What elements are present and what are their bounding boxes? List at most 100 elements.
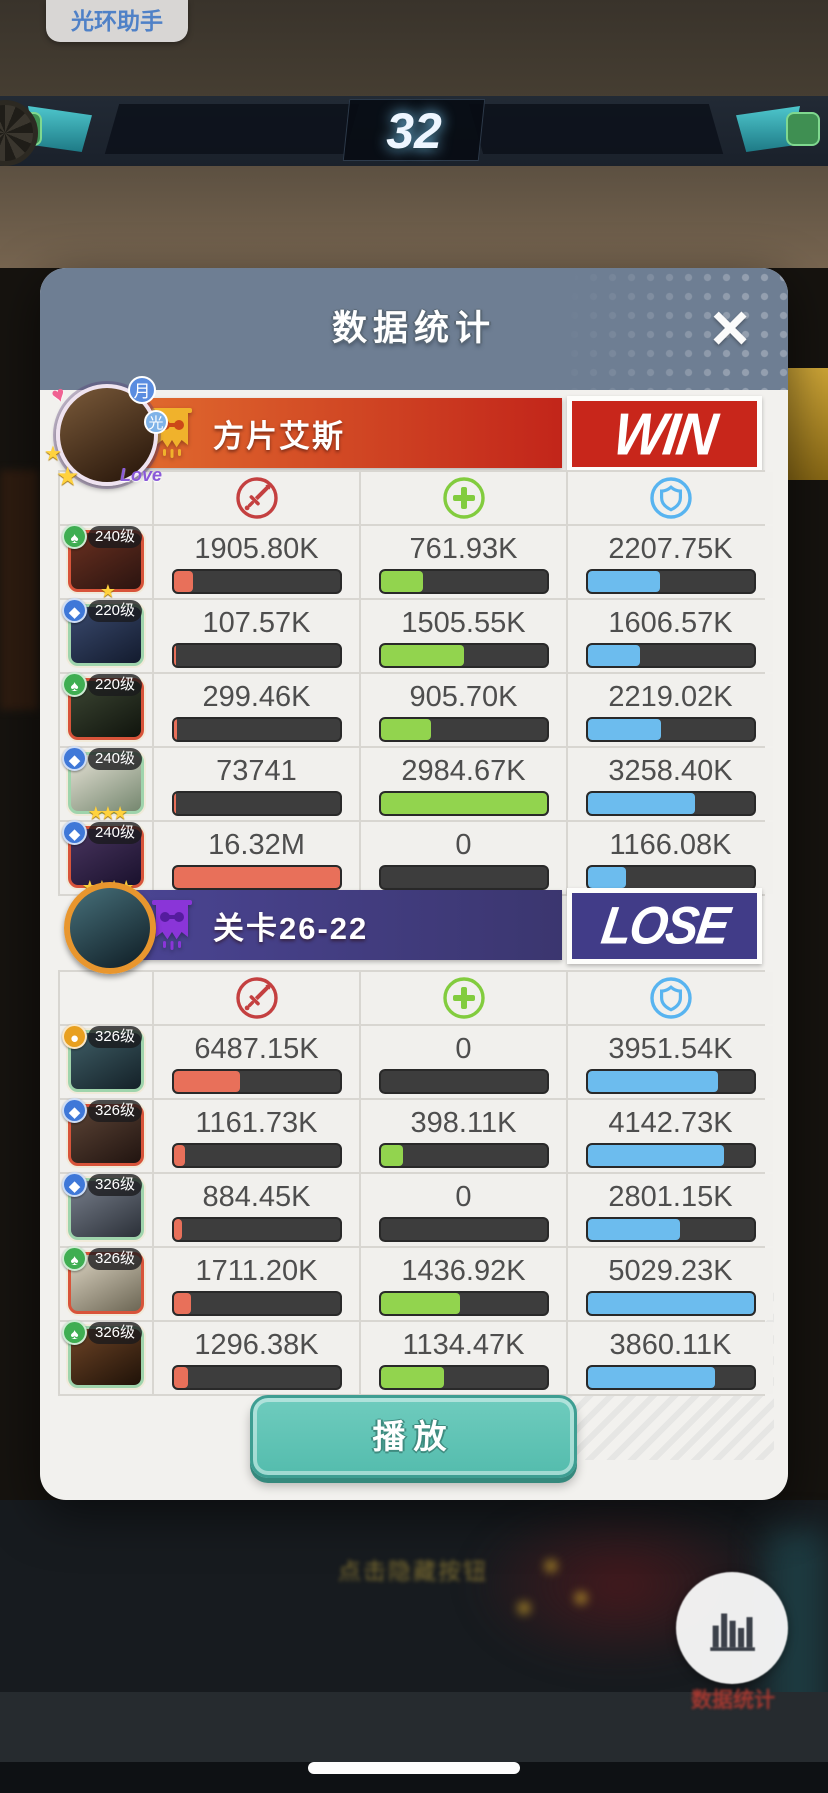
- unit-stars: ★: [99, 581, 116, 601]
- stat-bar: [585, 865, 756, 890]
- shield-icon: [649, 977, 692, 1019]
- background-light-speck: [575, 1592, 587, 1604]
- stat-bar: [585, 1291, 756, 1316]
- shield-stat-cell: 3951.54K: [568, 1026, 773, 1098]
- halftone-pattern: [508, 268, 788, 390]
- stat-bar: [378, 865, 549, 890]
- team-name: 方片艾斯: [213, 418, 345, 454]
- stat-bar-fill: [173, 1071, 240, 1092]
- stat-bar-fill: [380, 719, 431, 740]
- close-icon[interactable]: ×: [710, 290, 750, 364]
- unit-level-badge: 326级: [88, 1026, 143, 1048]
- stat-bar-fill: [587, 1219, 680, 1240]
- stat-value: 299.46K: [202, 681, 311, 713]
- heal-column-header: [361, 972, 566, 1024]
- stat-bar-fill: [173, 719, 178, 740]
- stat-bar-fill: [587, 719, 661, 740]
- stat-bar-fill: [173, 645, 177, 666]
- stat-value: 4142.73K: [608, 1107, 733, 1139]
- stat-bar: [171, 1291, 342, 1316]
- faction-badge-icon: ♠: [62, 672, 87, 697]
- stat-bar-fill: [587, 1367, 715, 1388]
- battle-result-badge: WIN: [567, 396, 762, 472]
- battle-result-inner: WIN: [572, 401, 757, 467]
- background-light-speck: [545, 1560, 557, 1572]
- team-stats-table: ♠ 240级 ★ 1905.80K 761.93K 2207.75K ◆ 220…: [58, 470, 773, 897]
- background-bottom-band: [0, 1692, 828, 1762]
- unit-level-badge: 240级: [88, 748, 143, 770]
- stat-bar: [171, 717, 342, 742]
- stat-value: 2219.02K: [608, 681, 733, 713]
- battle-result-badge: LOSE: [567, 888, 762, 964]
- heal-icon: [442, 977, 485, 1019]
- damage-stat-cell: 1296.38K: [154, 1322, 359, 1394]
- unit-avatar-cell: ◆ 220级: [60, 598, 152, 672]
- play-button[interactable]: 播放: [250, 1395, 577, 1478]
- assistant-overlay-badge[interactable]: 光环助手: [46, 0, 188, 42]
- faction-badge-icon: ◆: [62, 746, 87, 771]
- avatar-sticker: Love: [119, 465, 162, 485]
- heal-stat-cell: 905.70K: [361, 674, 566, 746]
- faction-badge-icon: ●: [62, 1024, 87, 1049]
- stat-bar: [171, 1217, 342, 1242]
- stat-bar-fill: [380, 793, 547, 814]
- stat-bar-fill: [173, 571, 193, 592]
- team-stats-table: ● 326级 6487.15K 0 3951.54K ◆ 326级 1161.7…: [58, 970, 773, 1396]
- stat-value: 1606.57K: [608, 607, 733, 639]
- stat-value: 1905.80K: [194, 533, 319, 565]
- background-light-speck: [518, 1602, 530, 1614]
- stat-bar-fill: [587, 1071, 718, 1092]
- stat-bar: [171, 569, 342, 594]
- faction-badge-icon: ♠: [62, 1246, 87, 1271]
- team-leader-avatar: ♥ 月 光 Love ★ ★: [44, 376, 168, 491]
- stat-value: 0: [455, 1033, 472, 1065]
- stat-bar-fill: [173, 1145, 186, 1166]
- faction-badge-icon: ◆: [62, 820, 87, 845]
- star-sticker-icon: ★: [56, 461, 80, 491]
- faction-badge-icon: ◆: [62, 1172, 87, 1197]
- stat-bar-fill: [380, 571, 423, 592]
- stat-bar: [585, 791, 756, 816]
- team-banner: 方片艾斯: [135, 398, 562, 468]
- heal-icon: [442, 477, 485, 519]
- stat-value: 0: [455, 1181, 472, 1213]
- stat-value: 5029.23K: [608, 1255, 733, 1287]
- shield-stat-cell: 2219.02K: [568, 674, 773, 746]
- unit-level-badge: 326级: [88, 1322, 143, 1344]
- stat-bar: [171, 1365, 342, 1390]
- faction-badge-icon: ◆: [62, 598, 87, 623]
- background-gold-patch: [782, 368, 828, 480]
- stat-value: 1166.08K: [609, 829, 732, 861]
- stat-value: 1161.73K: [195, 1107, 318, 1139]
- faction-badge-icon: ◆: [62, 1098, 87, 1123]
- stat-bar-fill: [380, 645, 465, 666]
- unit-stars: ★★★: [87, 803, 128, 823]
- stat-value: 905.70K: [409, 681, 518, 713]
- avatar-decorations: ♥ 月 光 Love ★ ★: [44, 376, 168, 491]
- home-indicator: [308, 1762, 520, 1774]
- background-left-patch: [0, 470, 38, 710]
- damage-icon: [235, 477, 278, 519]
- shield-stat-cell: 5029.23K: [568, 1248, 773, 1320]
- stat-bar: [585, 1069, 756, 1094]
- team-leader-avatar: ♥ ★ ★: [64, 882, 156, 974]
- unit-avatar-cell: ♠ 240级 ★: [60, 524, 152, 601]
- stat-bar: [171, 791, 342, 816]
- heal-stat-cell: 0: [361, 1026, 566, 1098]
- damage-icon: [235, 977, 278, 1019]
- table-corner-cell: [60, 972, 152, 1024]
- stat-bar: [378, 1291, 549, 1316]
- stats-floating-ball[interactable]: [676, 1572, 788, 1684]
- damage-stat-cell: 73741: [154, 748, 359, 820]
- stat-bar-fill: [587, 867, 626, 888]
- stat-bar-fill: [173, 1367, 189, 1388]
- stat-bar: [171, 1143, 342, 1168]
- stat-bar: [378, 643, 549, 668]
- heal-stat-cell: 2984.67K: [361, 748, 566, 820]
- stat-value: 3860.11K: [609, 1329, 732, 1361]
- shield-stat-cell: 1166.08K: [568, 822, 773, 894]
- stat-bar-fill: [380, 1293, 461, 1314]
- stat-bar: [378, 1217, 549, 1242]
- unit-level-badge: 240级: [88, 526, 143, 548]
- damage-stat-cell: 884.45K: [154, 1174, 359, 1246]
